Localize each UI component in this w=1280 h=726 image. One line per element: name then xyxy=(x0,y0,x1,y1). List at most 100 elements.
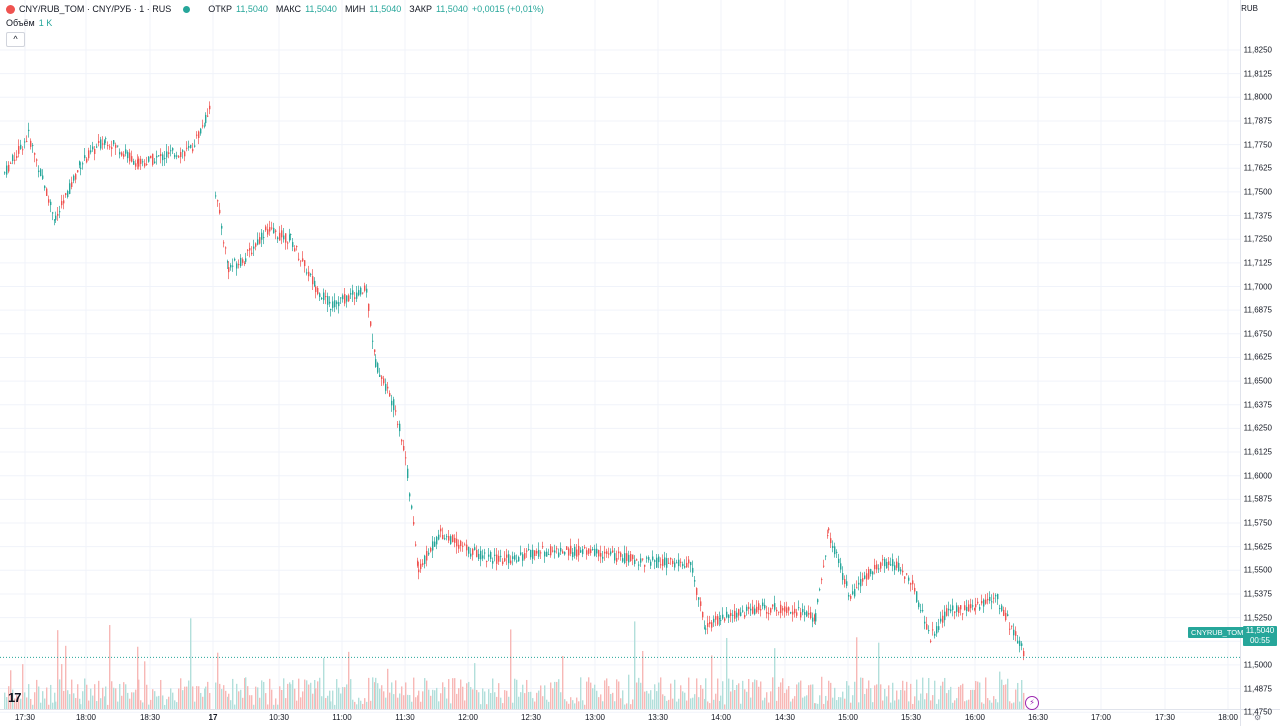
volume-bar xyxy=(409,695,411,709)
volume-bar xyxy=(109,625,111,709)
volume-bar xyxy=(209,692,211,709)
volume-bar xyxy=(780,682,782,709)
volume-bar xyxy=(432,689,434,709)
candle-body xyxy=(580,550,582,553)
candle-body xyxy=(864,575,866,579)
volume-bar xyxy=(317,681,319,709)
candle-body xyxy=(518,557,520,562)
volume-bar xyxy=(991,702,993,709)
time-tick-label: 14:00 xyxy=(710,713,732,722)
volume-bar xyxy=(10,670,12,709)
volume-bar xyxy=(20,698,22,709)
candle-body xyxy=(638,564,640,566)
volume-bar xyxy=(624,704,626,709)
symbol-title[interactable]: CNY/RUB_TOM · CNY/РУБ · 1 · RUS xyxy=(19,4,172,14)
volume-bar xyxy=(294,688,296,709)
candle-body xyxy=(510,560,512,564)
price-tick-label: 11,5375 xyxy=(1243,589,1272,599)
candle-body xyxy=(364,285,366,291)
volume-bar xyxy=(560,692,562,709)
candle-body xyxy=(672,560,674,565)
candle-body xyxy=(582,549,584,555)
candle-body xyxy=(407,468,409,479)
candle-body xyxy=(702,611,704,618)
candle-body xyxy=(383,378,385,384)
candle-body xyxy=(52,212,54,214)
volume-bar xyxy=(240,689,242,709)
settings-icon[interactable]: ⚙ xyxy=(1254,713,1262,722)
time-tick-label: 13:00 xyxy=(584,713,606,722)
candle-body xyxy=(496,554,498,564)
candle-body xyxy=(608,553,610,555)
volume-bar xyxy=(411,701,413,709)
volume-bar xyxy=(298,678,300,709)
candle-body xyxy=(819,589,821,591)
candle-body xyxy=(966,606,968,612)
volume-bar xyxy=(514,678,516,709)
lightning-icon[interactable]: ⚡ xyxy=(1025,696,1039,710)
volume-bar xyxy=(686,700,688,709)
candle-body xyxy=(786,607,788,613)
volume-bar xyxy=(207,681,209,709)
candle-body xyxy=(814,614,816,622)
candle-body xyxy=(61,201,63,206)
volume-bar xyxy=(766,692,768,709)
currency-label[interactable]: RUB xyxy=(1241,4,1258,13)
collapse-legend-button[interactable]: ^ xyxy=(6,32,25,47)
time-tick-label: 17:30 xyxy=(1154,713,1176,722)
volume-bar xyxy=(874,685,876,709)
candle-body xyxy=(228,267,230,273)
candle-body xyxy=(985,599,987,604)
candle-body xyxy=(105,138,107,140)
candle-body xyxy=(312,276,314,285)
volume-bar xyxy=(709,703,711,709)
volume-bar xyxy=(312,693,314,709)
candle-body xyxy=(975,604,977,608)
candle-body xyxy=(207,115,209,117)
volume-bar xyxy=(466,683,468,709)
volume-bar xyxy=(542,696,544,709)
candle-body xyxy=(546,551,548,557)
candle-body xyxy=(454,537,456,543)
candle-body xyxy=(285,233,287,243)
candle-body xyxy=(528,549,530,551)
tradingview-logo[interactable]: 17 xyxy=(8,690,22,705)
candle-body xyxy=(111,147,113,150)
volume-bar xyxy=(832,697,834,709)
candle-body xyxy=(271,227,273,229)
candle-body xyxy=(236,263,238,269)
time-tick-label: 17 xyxy=(208,713,218,722)
volume-bar xyxy=(16,695,18,709)
candle-body xyxy=(612,550,614,553)
volume-bar xyxy=(934,680,936,709)
volume-bar xyxy=(227,696,229,709)
volume-bar xyxy=(860,677,862,709)
candle-body xyxy=(321,297,323,299)
candle-body xyxy=(622,558,624,562)
candle-body xyxy=(500,555,502,557)
volume-bar xyxy=(774,648,776,709)
candle-body xyxy=(956,605,958,612)
candle-body xyxy=(544,551,546,557)
volume-bar xyxy=(352,699,354,709)
volume-bar xyxy=(654,684,656,709)
candle-body xyxy=(300,260,302,262)
candle-body xyxy=(894,565,896,571)
volume-bar xyxy=(354,701,356,709)
volume-bar xyxy=(620,698,622,709)
volume-bar xyxy=(906,681,908,709)
candle-body xyxy=(403,445,405,451)
candle-body xyxy=(698,597,700,600)
volume-bar xyxy=(334,704,336,709)
volume-bar xyxy=(604,680,606,709)
volume-bar xyxy=(494,692,496,709)
volume-bar xyxy=(448,679,450,709)
volume-bar xyxy=(995,699,997,709)
volume-bar xyxy=(918,700,920,709)
volume-bar xyxy=(79,698,81,709)
volume-bar xyxy=(14,698,16,709)
volume-bar xyxy=(806,695,808,709)
candle-body xyxy=(494,554,496,556)
